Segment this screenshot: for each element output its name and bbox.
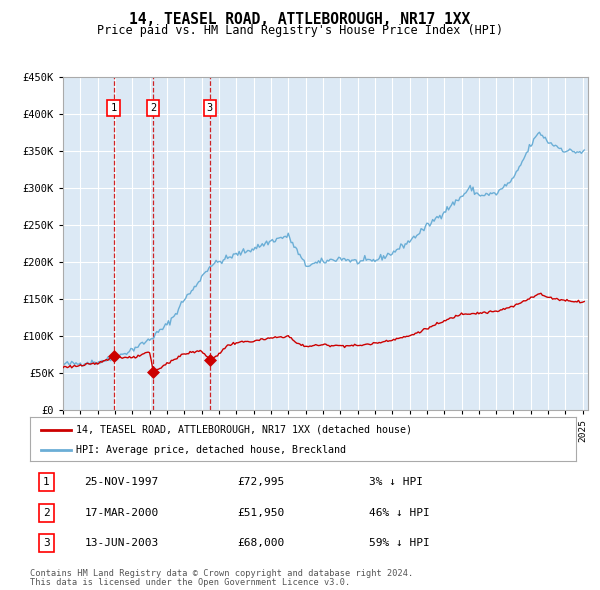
Text: £68,000: £68,000 — [238, 538, 285, 548]
Text: 14, TEASEL ROAD, ATTLEBOROUGH, NR17 1XX (detached house): 14, TEASEL ROAD, ATTLEBOROUGH, NR17 1XX … — [76, 425, 412, 434]
Text: 2: 2 — [43, 508, 50, 517]
Text: HPI: Average price, detached house, Breckland: HPI: Average price, detached house, Brec… — [76, 445, 346, 455]
Text: 3: 3 — [206, 103, 212, 113]
Text: Contains HM Land Registry data © Crown copyright and database right 2024.: Contains HM Land Registry data © Crown c… — [30, 569, 413, 578]
Text: 3: 3 — [43, 538, 50, 548]
Text: 3% ↓ HPI: 3% ↓ HPI — [368, 477, 422, 487]
Text: 25-NOV-1997: 25-NOV-1997 — [85, 477, 159, 487]
Text: 17-MAR-2000: 17-MAR-2000 — [85, 508, 159, 517]
Text: £51,950: £51,950 — [238, 508, 285, 517]
Text: This data is licensed under the Open Government Licence v3.0.: This data is licensed under the Open Gov… — [30, 578, 350, 587]
Text: Price paid vs. HM Land Registry's House Price Index (HPI): Price paid vs. HM Land Registry's House … — [97, 24, 503, 37]
Text: £72,995: £72,995 — [238, 477, 285, 487]
Text: 1: 1 — [110, 103, 116, 113]
Text: 2: 2 — [150, 103, 157, 113]
Text: 46% ↓ HPI: 46% ↓ HPI — [368, 508, 429, 517]
Text: 14, TEASEL ROAD, ATTLEBOROUGH, NR17 1XX: 14, TEASEL ROAD, ATTLEBOROUGH, NR17 1XX — [130, 12, 470, 27]
Text: 13-JUN-2003: 13-JUN-2003 — [85, 538, 159, 548]
Text: 1: 1 — [43, 477, 50, 487]
Text: 59% ↓ HPI: 59% ↓ HPI — [368, 538, 429, 548]
